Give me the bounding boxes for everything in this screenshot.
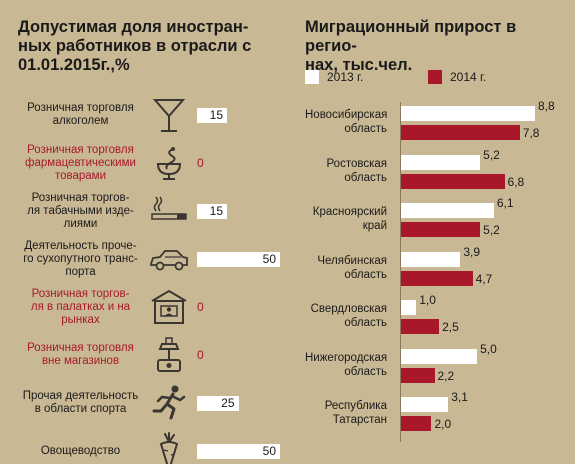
- region-label: Республика Татарстан: [324, 400, 387, 426]
- industry-label: Овощеводство: [40, 444, 121, 457]
- bar-2014: [401, 173, 505, 189]
- value-2014: 5,2: [483, 223, 500, 237]
- bar-2014: [401, 319, 440, 334]
- legend-swatch: [428, 70, 442, 84]
- value-2014: 6,8: [507, 174, 525, 189]
- industry-value-label: 50: [262, 443, 276, 458]
- cocktail-glass-icon: [152, 99, 186, 132]
- industry-bar: [197, 443, 280, 459]
- region-label: Новосибирская область: [305, 109, 388, 135]
- industry-label: Деятельность проче- го сухопутного транс…: [23, 239, 138, 278]
- cigarette-icon: [151, 196, 187, 220]
- industry-value-label: 15: [209, 203, 223, 218]
- bar-2013: [401, 106, 535, 121]
- industry-bar: [197, 107, 227, 123]
- value-2014: 7,8: [522, 126, 540, 140]
- value-2013: 3,1: [451, 390, 468, 404]
- region-label: Челябинская область: [317, 254, 387, 281]
- value-2013: 3,9: [463, 244, 481, 259]
- industry-value-label: 0: [197, 155, 204, 170]
- industry-bar: [197, 251, 280, 267]
- industry-value-label: 50: [262, 251, 276, 266]
- industry-value-label: 25: [221, 395, 235, 410]
- value-2013: 1,0: [419, 293, 436, 307]
- carrot-icon: [159, 432, 179, 464]
- bar-2014: [401, 125, 520, 140]
- industry-bar: [197, 203, 227, 219]
- value-2013: 8,8: [538, 99, 555, 113]
- bar-2013: [401, 348, 478, 364]
- industry-label: Розничная торгов- ля табачными изде- лия…: [27, 191, 134, 230]
- market-stall-icon: [151, 289, 187, 324]
- migration-axis-line: [400, 102, 401, 442]
- legend-label: 2014 г.: [450, 70, 487, 84]
- industry-label: Розничная торговля алкоголем: [27, 102, 134, 127]
- bar-2014: [401, 416, 432, 431]
- value-2014: 2,5: [442, 320, 459, 334]
- value-2014: 4,7: [475, 271, 493, 286]
- car-icon: [150, 250, 188, 271]
- bar-2013: [401, 300, 417, 315]
- value-2013: 5,0: [480, 341, 497, 356]
- industry-value-label: 0: [197, 299, 204, 314]
- industry-value-label: 15: [209, 107, 223, 122]
- bar-2013: [401, 154, 481, 170]
- runner-icon: [152, 385, 186, 420]
- bar-2013: [401, 251, 461, 267]
- region-label: Свердловская область: [310, 303, 387, 329]
- industry-value-label: 0: [197, 347, 204, 362]
- value-2013: 6,1: [496, 196, 514, 210]
- region-label: Ростовская область: [326, 157, 387, 184]
- value-2014: 2,2: [437, 368, 455, 383]
- industry-label: Розничная торговля фармацевтическими тов…: [25, 143, 136, 182]
- legend-label: 2013 г.: [327, 70, 364, 84]
- industry-label: Розничная торгов- ля в палатках и на рын…: [30, 287, 131, 326]
- left-chart-title: Допустимая доля иностран- ных работников…: [18, 18, 252, 74]
- bar-2014: [401, 270, 473, 286]
- bar-2013: [401, 397, 449, 412]
- bar-2013: [401, 203, 494, 218]
- industry-label: Прочая деятельность в области спорта: [22, 390, 139, 415]
- value-2013: 5,2: [483, 147, 500, 162]
- bar-2014: [401, 367, 435, 383]
- region-label: Нижегородская область: [305, 351, 388, 378]
- bar-2014: [401, 222, 481, 237]
- legend-swatch: [305, 70, 319, 84]
- region-label: Красноярский край: [312, 206, 387, 232]
- industry-label: Розничная торговля вне магазинов: [27, 342, 134, 367]
- value-2014: 2,0: [434, 417, 452, 431]
- scale-weight-icon: [157, 337, 181, 372]
- pharmacy-snake-bowl-icon: [156, 147, 182, 180]
- right-chart-title: Миграционный прирост в регио- нах, тыс.ч…: [305, 18, 517, 74]
- industry-bar: [197, 395, 239, 411]
